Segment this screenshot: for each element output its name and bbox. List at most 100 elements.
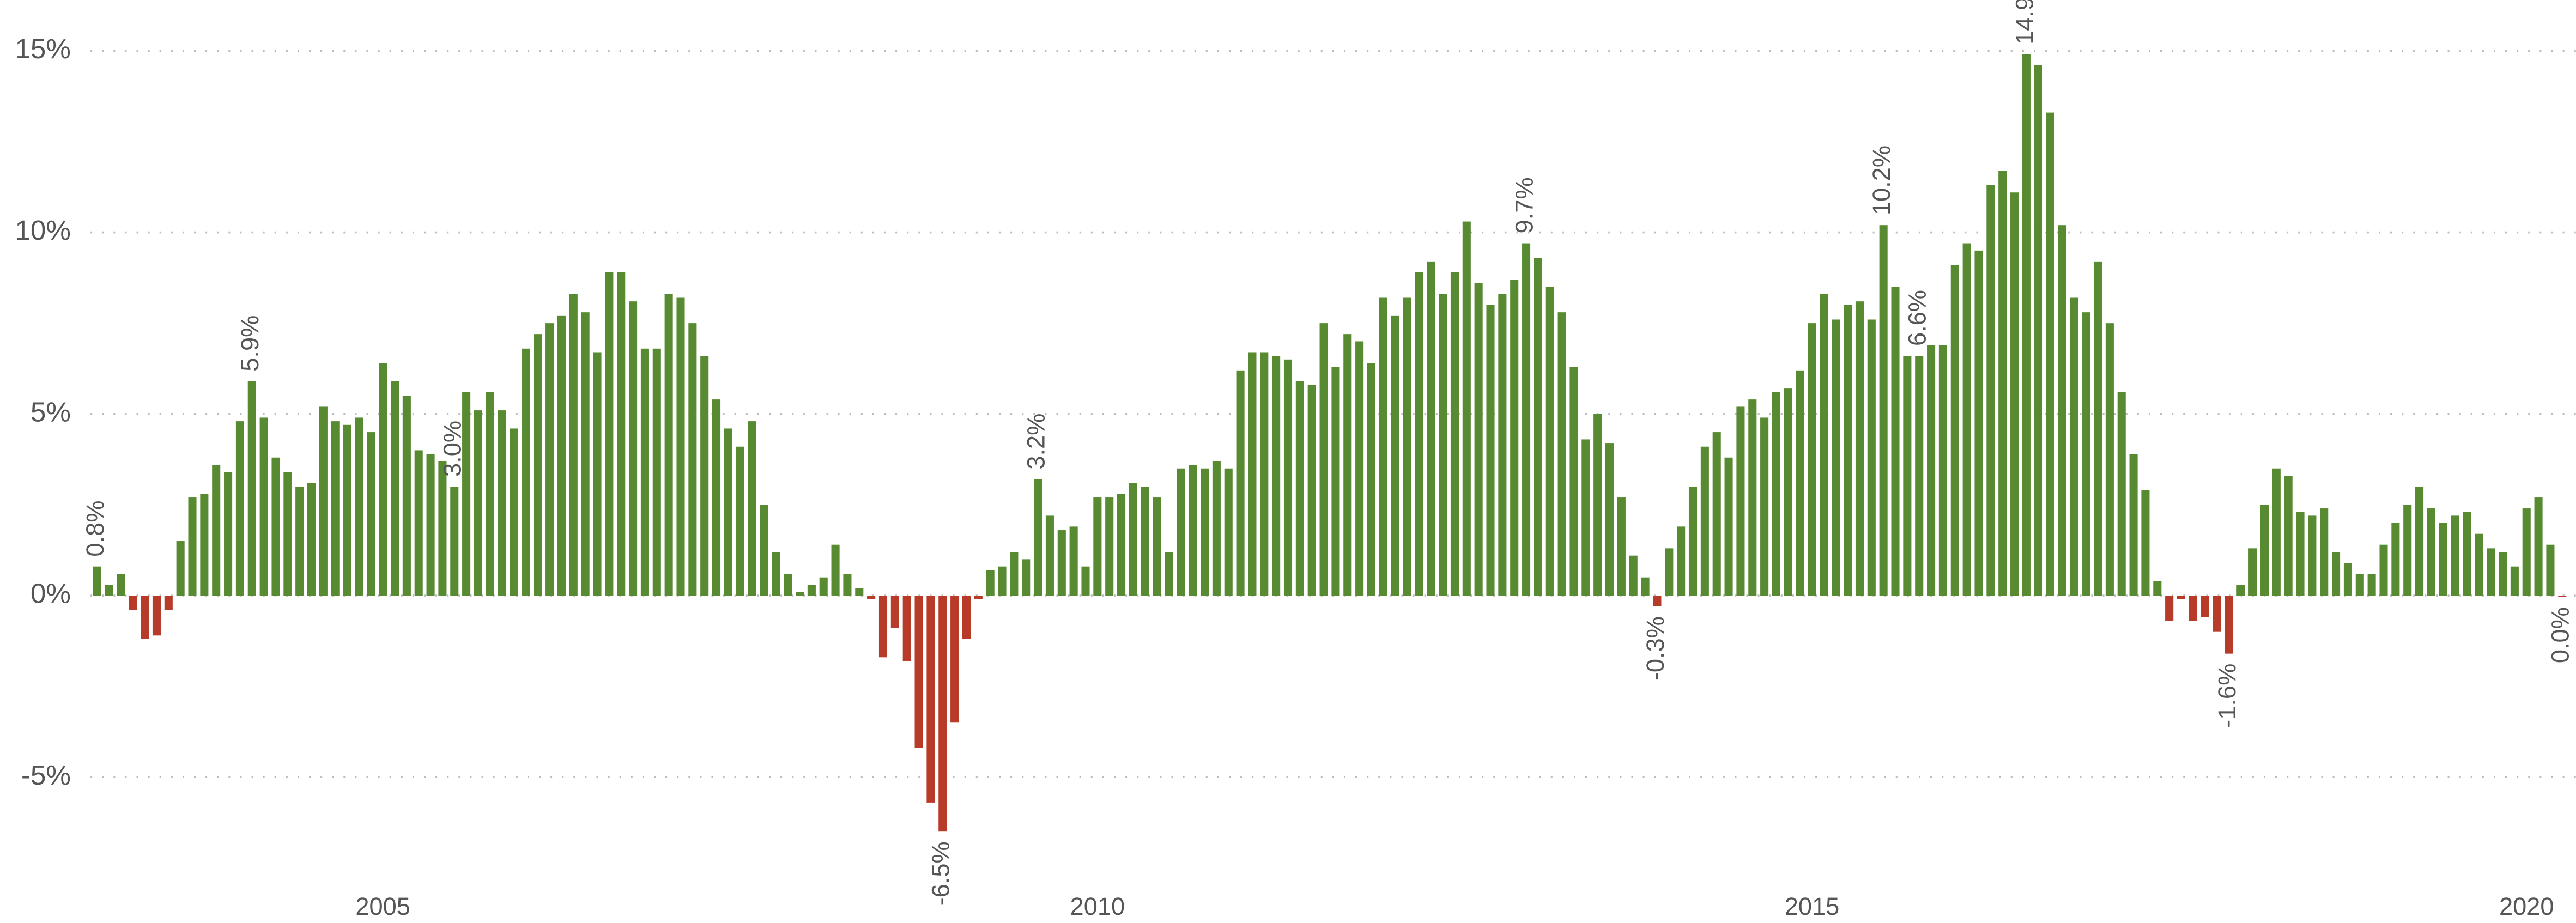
bar: [1331, 367, 1340, 596]
bar: [2165, 596, 2174, 621]
bar: [1557, 312, 1566, 596]
bar: [1474, 283, 1483, 596]
bar: [2129, 454, 2138, 596]
bar: [2177, 596, 2186, 599]
bar: [2272, 468, 2281, 596]
bar: [1462, 221, 1471, 596]
bar: [1950, 265, 1959, 596]
y-tick-label: -5%: [21, 760, 71, 791]
bar: [1081, 566, 1090, 596]
y-tick-label: 5%: [31, 396, 71, 427]
bar: [1236, 370, 1245, 596]
bar: [748, 421, 756, 596]
bar: [1486, 305, 1495, 596]
bar: [2022, 54, 2031, 596]
bar: [1700, 446, 1709, 596]
data-label: 5.9%: [236, 315, 264, 372]
data-label: -6.5%: [927, 841, 955, 906]
bar: [426, 454, 435, 596]
bar: [498, 410, 506, 596]
bar: [1855, 301, 1864, 596]
bar: [1141, 487, 1149, 596]
bar: [450, 487, 459, 596]
bar: [1760, 417, 1769, 596]
bar: [831, 544, 840, 596]
data-label: 6.6%: [1904, 290, 1931, 346]
x-tick-label: 2020: [2499, 892, 2554, 920]
bar: [2105, 323, 2114, 596]
bar: [1439, 294, 1447, 596]
bar: [629, 301, 638, 596]
bar: [652, 348, 661, 596]
bar: [2510, 566, 2519, 596]
bar: [2439, 523, 2447, 596]
bar: [402, 396, 411, 596]
bar: [926, 596, 935, 803]
bar: [914, 596, 923, 748]
bar: [1153, 497, 1161, 596]
bar: [1105, 497, 1114, 596]
bar: [1569, 367, 1578, 596]
bar: [259, 417, 268, 596]
bar: [557, 315, 566, 596]
bar: [2451, 515, 2459, 596]
bar: [1248, 352, 1257, 596]
bar: [1677, 526, 1686, 596]
bar: [1427, 261, 1435, 596]
bar: [1593, 414, 1602, 596]
bar: [212, 465, 221, 596]
bar: [390, 381, 399, 596]
bar: [878, 596, 888, 658]
bar: [2475, 533, 2483, 596]
bar: [581, 312, 590, 596]
data-label: -0.3%: [1641, 616, 1669, 681]
bar: [307, 483, 316, 596]
bar: [2534, 497, 2543, 596]
bar: [1415, 272, 1423, 596]
bar: [343, 424, 351, 596]
bar: [545, 323, 554, 596]
bar: [2153, 581, 2162, 596]
bar: [1450, 272, 1459, 596]
bar: [2248, 548, 2257, 596]
bar: [1665, 548, 1674, 596]
data-label: 10.2%: [1868, 145, 1895, 215]
bar: [1938, 345, 1947, 596]
bar: [2082, 312, 2090, 596]
bar: [1915, 356, 1924, 596]
bar: [986, 570, 995, 596]
bar: [2391, 523, 2400, 596]
bar: [510, 428, 518, 596]
bar: [486, 392, 494, 596]
data-label: 9.7%: [1511, 177, 1538, 233]
bar: [534, 334, 542, 596]
bar: [724, 428, 732, 596]
bar: [2010, 192, 2019, 596]
bar: [462, 392, 471, 596]
bar: [2308, 515, 2317, 596]
bar: [200, 494, 209, 596]
bar: [271, 457, 280, 596]
bar: [1200, 468, 1209, 596]
bar: [2320, 508, 2329, 596]
bar: [2213, 596, 2221, 632]
bar: [2201, 596, 2209, 617]
bar: [2070, 297, 2078, 596]
bar: [2343, 563, 2352, 596]
bar: [367, 432, 375, 596]
bar: [355, 417, 363, 596]
bar: [2332, 552, 2341, 596]
x-tick-label: 2005: [355, 892, 410, 920]
bar: [867, 596, 876, 599]
bar: [2296, 512, 2305, 596]
bar: [807, 585, 816, 596]
bar: [1057, 530, 1066, 596]
bar: [247, 381, 256, 596]
bar: [938, 596, 947, 832]
bar: [295, 487, 304, 596]
bar: [795, 592, 804, 596]
bar: [1748, 399, 1757, 596]
bar: [998, 566, 1007, 596]
bar: [379, 363, 387, 596]
